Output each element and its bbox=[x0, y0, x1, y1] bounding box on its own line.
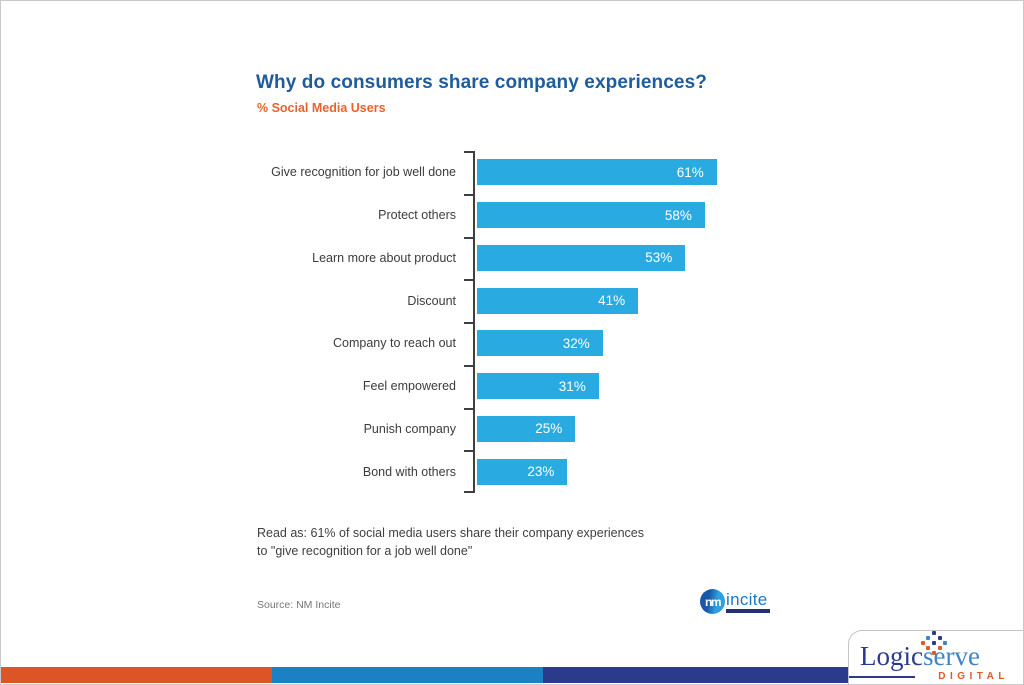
bar-value-label: 25% bbox=[535, 421, 563, 437]
bar-value-label: 23% bbox=[527, 464, 555, 480]
axis-tick bbox=[464, 193, 473, 196]
bar: 41% bbox=[477, 287, 639, 314]
nm-incite-tagline-bar bbox=[726, 609, 770, 613]
bar-chart: Give recognition for job well done 61% Pro… bbox=[256, 151, 796, 493]
bar-row: Learn more about product 53% bbox=[256, 237, 796, 280]
bar-value-label: 53% bbox=[645, 250, 673, 266]
axis-tick bbox=[464, 450, 473, 453]
read-as-line-1: Read as: 61% of social media users share… bbox=[257, 526, 645, 540]
axis-tick bbox=[464, 491, 473, 493]
axis-tick bbox=[464, 364, 473, 367]
bar-row: Bond with others 23% bbox=[256, 450, 796, 493]
logicserve-rule bbox=[849, 676, 915, 678]
logicserve-badge: Logicserve DIGITAL bbox=[848, 630, 1023, 684]
bar-row: Protect others 58% bbox=[256, 194, 796, 237]
bar-value-label: 32% bbox=[562, 335, 590, 351]
bar-row: Feel empowered 31% bbox=[256, 365, 796, 408]
axis-tick bbox=[464, 151, 473, 153]
nm-incite-wordmark-wrap: incite bbox=[726, 590, 770, 613]
bar-value-label: 31% bbox=[558, 378, 586, 394]
bar: 23% bbox=[477, 458, 568, 485]
read-as-note: Read as: 61% of social media users share… bbox=[257, 525, 644, 561]
bar-value-label: 61% bbox=[676, 164, 704, 180]
footer-color-bar bbox=[1, 667, 1023, 683]
axis-tick bbox=[464, 407, 473, 410]
bar: 61% bbox=[477, 159, 717, 186]
bar-value-label: 41% bbox=[598, 293, 626, 309]
chart-subtitle: % Social Media Users bbox=[257, 101, 386, 115]
bar: 58% bbox=[477, 202, 705, 229]
nm-incite-wordmark: incite bbox=[726, 590, 768, 609]
category-label: Feel empowered bbox=[362, 379, 456, 394]
bar: 31% bbox=[477, 373, 599, 400]
bar: 53% bbox=[477, 244, 686, 271]
read-as-line-2: to "give recognition for a job well done… bbox=[257, 543, 473, 558]
bar: 25% bbox=[477, 415, 576, 442]
chart-title: Why do consumers share company experienc… bbox=[256, 72, 707, 93]
category-label: Protect others bbox=[378, 208, 456, 223]
footer-bar-segment-orange bbox=[1, 667, 272, 683]
bar: 32% bbox=[477, 330, 603, 357]
bar-row: Give recognition for job well done 61% bbox=[256, 151, 796, 194]
axis-tick bbox=[464, 279, 473, 282]
logicserve-tagline: DIGITAL bbox=[938, 671, 1009, 682]
bar-rows: Give recognition for job well done 61% Pro… bbox=[256, 151, 796, 493]
logicserve-wordmark: Logicserve bbox=[860, 643, 980, 670]
category-label: Learn more about product bbox=[312, 250, 456, 265]
y-axis-line bbox=[473, 151, 475, 493]
category-label: Give recognition for job well done bbox=[271, 165, 456, 180]
category-label: Punish company bbox=[363, 421, 456, 436]
category-label: Company to reach out bbox=[333, 336, 456, 351]
axis-tick bbox=[464, 236, 473, 239]
logicserve-dots-icon bbox=[921, 631, 949, 657]
category-label: Discount bbox=[407, 293, 456, 308]
category-label: Bond with others bbox=[362, 464, 456, 479]
nm-incite-logo: nm incite bbox=[700, 589, 770, 614]
bar-row: Discount 41% bbox=[256, 279, 796, 322]
nm-incite-circle-mark-icon: nm bbox=[700, 589, 725, 614]
logicserve-word-primary: Logic bbox=[860, 641, 923, 671]
source-text: Source: NM Incite bbox=[257, 599, 341, 611]
bar-value-label: 58% bbox=[664, 207, 692, 223]
logicserve-word-secondary: serve bbox=[922, 641, 980, 671]
footer-bar-segment-blue bbox=[272, 667, 543, 683]
bar-row: Punish company 25% bbox=[256, 408, 796, 451]
bar-row: Company to reach out 32% bbox=[256, 322, 796, 365]
axis-tick bbox=[464, 322, 473, 324]
footer-bar-segment-navy bbox=[543, 667, 848, 683]
